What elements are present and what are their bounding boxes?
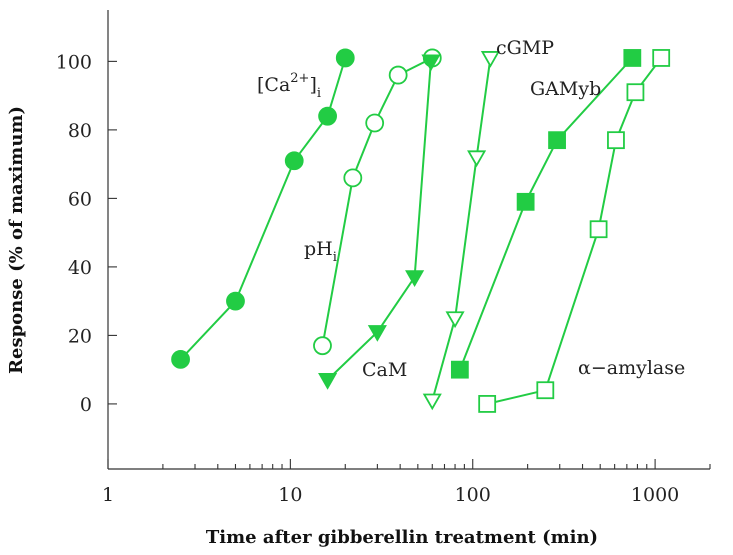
series-lines: [179, 57, 662, 405]
data-point-square: [607, 131, 625, 150]
x-tick-label: 1000: [631, 484, 679, 506]
data-point-circle: [284, 151, 304, 171]
x-tick-label: 10: [278, 484, 302, 506]
data-point-square: [536, 381, 555, 400]
data-point-square: [652, 49, 671, 67]
data-point-triangle: [421, 54, 441, 72]
series-line-1: [321, 57, 433, 346]
series-label-ca: [Ca2+]i: [257, 71, 321, 101]
series-line-2: [326, 61, 432, 381]
data-point-circle: [365, 113, 385, 133]
y-tick-label: 100: [56, 51, 92, 73]
series-line-3: [431, 57, 492, 401]
axes: [107, 10, 710, 470]
data-point-circle: [318, 106, 337, 126]
series-line-4: [458, 57, 634, 371]
data-point-circle: [313, 336, 332, 356]
y-tick-label: 40: [68, 257, 92, 279]
data-point-circle: [335, 48, 355, 68]
series-label-cgmp: cGMP: [496, 37, 554, 59]
x-axis-title: Time after gibberellin treatment (min): [206, 527, 598, 548]
data-point-triangle: [467, 150, 487, 168]
data-point-circle: [388, 65, 408, 85]
series-markers: [171, 48, 671, 413]
x-tick-label: 1: [102, 484, 114, 506]
data-point-circle: [226, 291, 245, 311]
data-point-triangle: [367, 325, 387, 342]
data-point-square: [450, 360, 469, 379]
y-axis-title: Response (% of maximum): [6, 106, 27, 374]
data-point-triangle: [445, 311, 465, 329]
y-tick-label: 60: [68, 188, 92, 210]
data-point-triangle: [480, 51, 500, 68]
ticks: 0 20 40 60 80 100 1 10 100 1000: [56, 51, 711, 506]
x-tick-label: 100: [455, 484, 491, 506]
data-point-square: [478, 395, 497, 413]
y-tick-label: 0: [80, 394, 92, 416]
series-label-amylase: α−amylase: [578, 357, 685, 379]
data-point-square: [548, 131, 566, 150]
data-point-square: [589, 220, 608, 239]
series-label-ph: pHi: [304, 238, 337, 265]
series-line-0: [179, 57, 347, 361]
data-point-triangle: [405, 270, 425, 287]
data-point-triangle: [318, 373, 338, 390]
y-tick-label: 20: [68, 325, 92, 347]
series-label-gamyb: GAMyb: [530, 78, 601, 100]
data-point-circle: [343, 168, 363, 188]
data-point-square: [623, 49, 642, 67]
data-point-circle: [171, 349, 190, 369]
y-tick-label: 80: [68, 120, 92, 142]
data-point-square: [626, 83, 645, 102]
data-point-triangle: [422, 393, 442, 411]
data-point-square: [516, 192, 535, 211]
series-label-cam: CaM: [362, 359, 407, 381]
